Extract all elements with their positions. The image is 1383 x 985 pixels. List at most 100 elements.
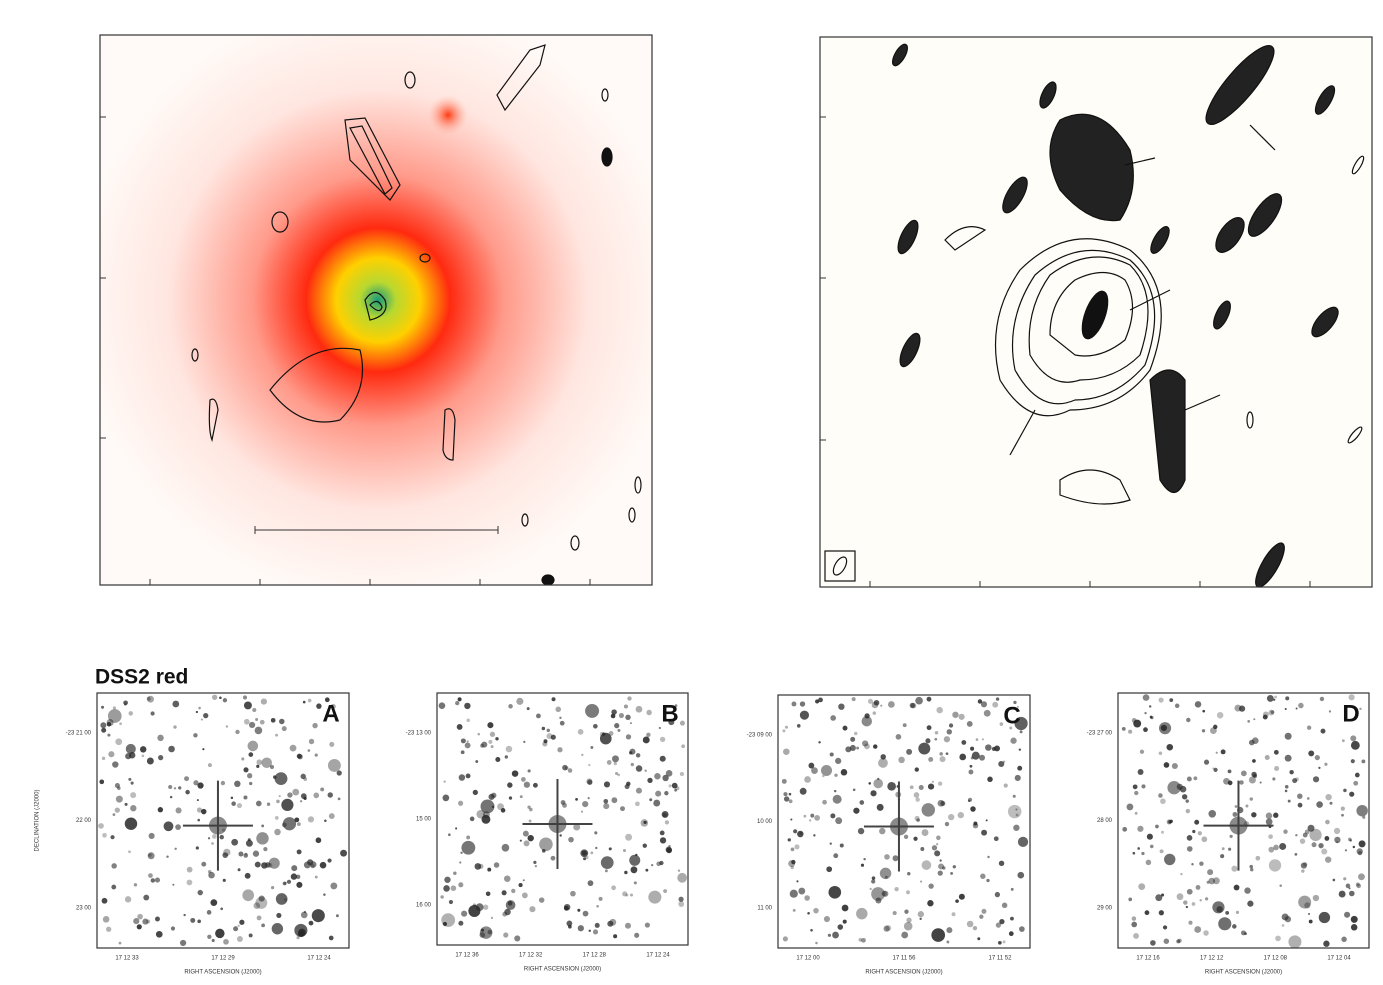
star <box>518 883 523 888</box>
star <box>1259 781 1262 784</box>
star <box>849 744 856 752</box>
star <box>259 719 265 725</box>
star <box>335 914 339 918</box>
star <box>1001 902 1008 909</box>
star <box>1144 711 1147 715</box>
star <box>937 781 943 786</box>
star <box>1345 883 1351 889</box>
star <box>1232 812 1238 817</box>
star <box>1292 778 1298 784</box>
star <box>782 936 788 942</box>
star <box>813 834 816 837</box>
x-tick-label: 17 12 00 <box>796 956 820 962</box>
star <box>810 928 813 932</box>
star <box>840 769 848 776</box>
star <box>810 813 815 818</box>
star <box>861 716 872 727</box>
star <box>885 925 892 932</box>
star <box>459 861 462 864</box>
star <box>792 908 796 912</box>
star <box>534 865 538 868</box>
star <box>1250 868 1254 872</box>
star <box>580 849 589 858</box>
panel-letter: C <box>1003 702 1020 729</box>
star <box>275 893 288 905</box>
star <box>106 722 112 727</box>
star <box>461 910 468 917</box>
star <box>536 713 541 719</box>
star <box>274 772 288 786</box>
star <box>1325 819 1330 825</box>
star <box>248 933 253 938</box>
star <box>101 756 106 761</box>
star <box>1155 824 1159 829</box>
star <box>236 936 243 942</box>
star <box>1247 900 1254 907</box>
star <box>858 937 863 942</box>
star <box>789 889 798 898</box>
x-axis-label: RIGHT ASCENSION (J2000) <box>524 967 601 973</box>
star <box>128 777 132 781</box>
star <box>797 830 804 838</box>
star <box>577 925 584 932</box>
star <box>1202 709 1206 713</box>
star <box>255 896 268 909</box>
star <box>1160 724 1167 732</box>
star <box>1137 769 1144 775</box>
star <box>270 885 275 890</box>
star <box>635 787 642 794</box>
star <box>635 801 640 807</box>
star <box>623 704 628 709</box>
star <box>654 773 661 780</box>
star <box>617 728 621 732</box>
star <box>466 835 471 840</box>
star <box>197 782 204 789</box>
star <box>617 773 621 777</box>
star <box>788 799 793 804</box>
star <box>479 932 486 938</box>
star <box>1231 865 1238 872</box>
star <box>796 880 799 883</box>
star <box>1166 819 1172 825</box>
star <box>992 701 999 708</box>
star <box>464 702 471 710</box>
star <box>945 752 949 756</box>
panel-letter: D <box>1342 700 1359 727</box>
star <box>1144 910 1150 916</box>
star <box>995 922 1002 928</box>
star <box>784 725 789 729</box>
y-tick-label: 11 00 <box>757 906 772 912</box>
star <box>1181 794 1188 800</box>
star <box>901 931 909 939</box>
star <box>826 866 833 873</box>
star <box>1137 825 1144 832</box>
star <box>827 933 832 937</box>
star <box>443 885 450 892</box>
star <box>1268 859 1282 872</box>
star <box>327 758 341 772</box>
star <box>516 697 524 705</box>
star <box>1348 837 1352 842</box>
star <box>951 912 956 917</box>
star <box>985 744 992 751</box>
star <box>1169 698 1174 703</box>
star <box>555 706 562 713</box>
star <box>859 800 865 805</box>
star <box>222 852 229 858</box>
star <box>222 878 226 882</box>
optical-panels: DSS2 red A -23 21 00 22 00 23 00 17 12 33 17 1… <box>35 666 1370 976</box>
star <box>466 718 470 723</box>
star <box>830 813 836 819</box>
star <box>143 894 150 901</box>
star <box>196 799 199 802</box>
star <box>804 895 810 901</box>
star <box>944 821 950 827</box>
star <box>175 824 181 830</box>
star <box>588 929 591 933</box>
star <box>1220 749 1226 755</box>
star <box>1150 716 1154 720</box>
star <box>448 899 454 905</box>
star <box>529 906 536 913</box>
star <box>1133 933 1139 939</box>
